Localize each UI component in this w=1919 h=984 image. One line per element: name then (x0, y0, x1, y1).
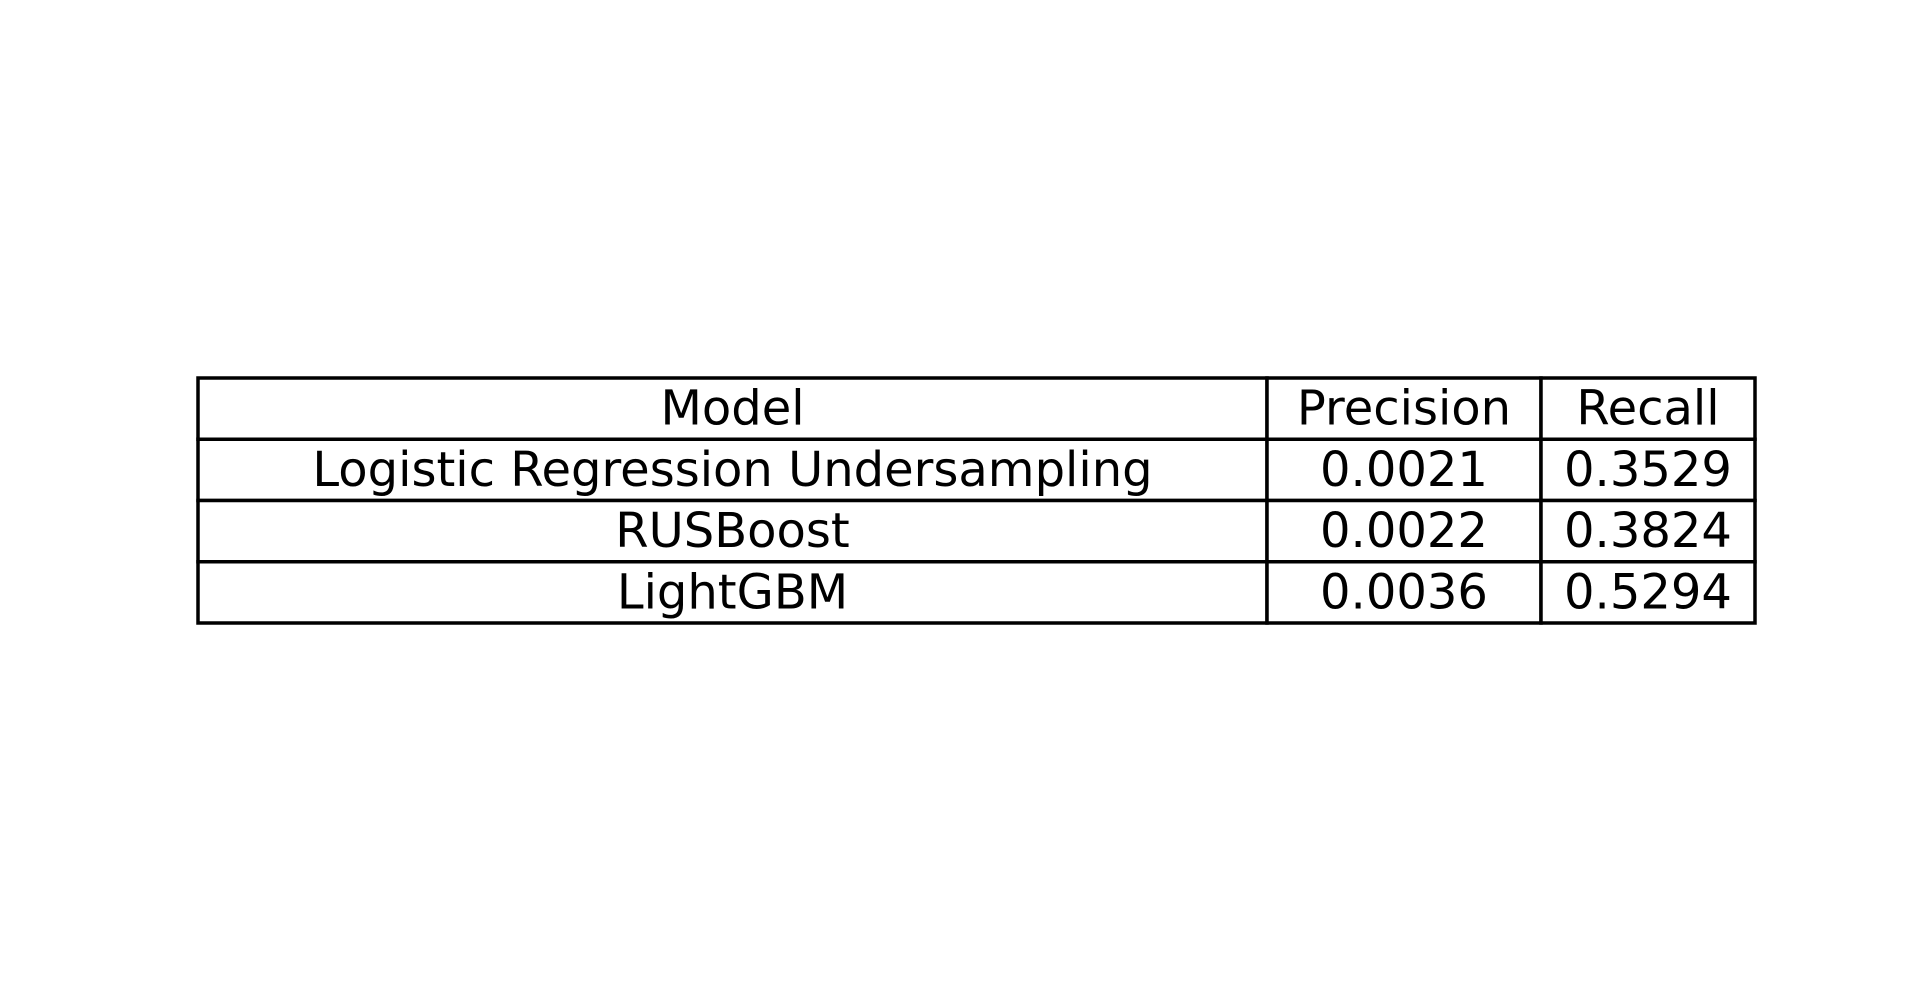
cell-value: Logistic Regression Undersampling (312, 442, 1152, 498)
cell-value: 0.0021 (1320, 442, 1488, 498)
column-header: Recall (1576, 381, 1719, 437)
cell-value: 0.5294 (1564, 564, 1732, 620)
column-header: Precision (1297, 381, 1511, 437)
header-cell (196, 376, 1269, 441)
cell-value: RUSBoost (615, 503, 849, 559)
cell-value: 0.0022 (1320, 503, 1488, 559)
cell-value: 0.0036 (1320, 564, 1488, 620)
table-cell (1539, 560, 1757, 625)
table-cell (1265, 498, 1543, 564)
table-cell (196, 560, 1269, 625)
cell-value: 0.3824 (1564, 503, 1732, 559)
cell-value: LightGBM (617, 564, 848, 620)
column-header: Model (660, 381, 804, 437)
table-cell (1539, 437, 1757, 503)
cell-value: 0.3529 (1564, 442, 1732, 498)
